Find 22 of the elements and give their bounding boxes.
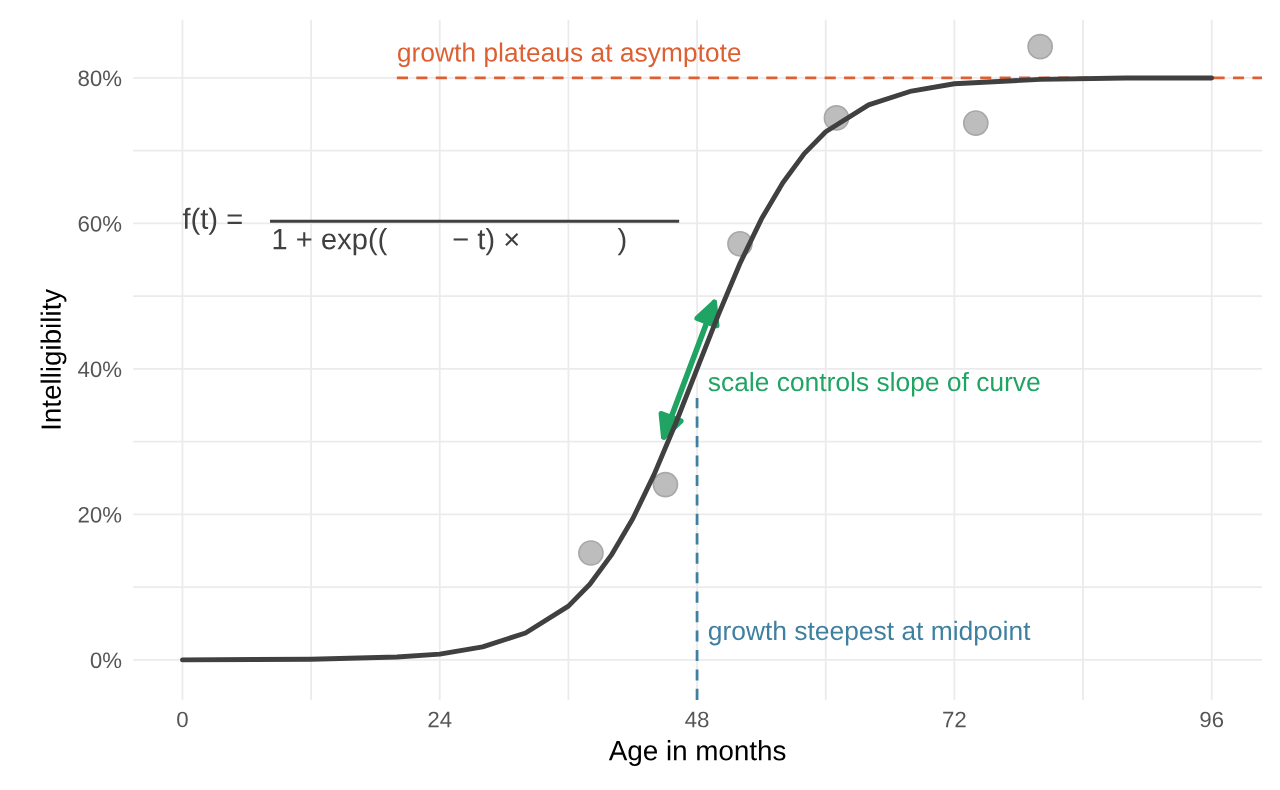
point <box>578 540 604 566</box>
y-tick-label: 40% <box>78 361 122 378</box>
point <box>652 471 679 498</box>
x-tick-label: 0 <box>177 711 188 728</box>
point <box>1027 33 1054 60</box>
ref-line-label: growth plateaus at asymptote <box>397 42 741 68</box>
annotation: f(t) = <box>182 207 242 235</box>
ref-line-label: growth steepest at midpoint <box>708 620 1031 646</box>
line-series <box>180 75 1215 663</box>
x-tick-label: 24 <box>428 711 452 728</box>
y-axis-title: Intelligibility <box>40 288 67 429</box>
x-tick-label: 48 <box>685 711 709 728</box>
y-tick-label: 60% <box>78 215 122 232</box>
annotation: scale controls slope of curve <box>708 371 1040 397</box>
x-axis-title: Age in months <box>608 740 786 766</box>
x-tick-label: 96 <box>1200 711 1224 728</box>
x-tick-label: 72 <box>943 711 966 728</box>
y-tick-label: 80% <box>78 70 122 87</box>
point <box>962 110 989 136</box>
annotation: 1 + exp(( − t) × ) <box>273 228 626 256</box>
y-tick-label: 0% <box>90 652 122 669</box>
y-tick-label: 20% <box>78 506 122 523</box>
